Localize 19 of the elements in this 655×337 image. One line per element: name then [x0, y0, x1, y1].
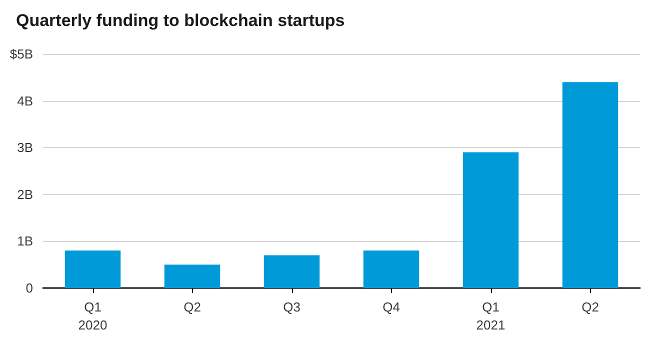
x-tick-label: Q4 — [382, 300, 400, 314]
bar — [562, 82, 618, 288]
x-tick-label: Q2 — [582, 300, 599, 314]
bar — [462, 152, 519, 288]
y-tick-label: 2B — [17, 186, 33, 202]
bar — [264, 255, 320, 288]
bar — [164, 264, 220, 288]
bar — [363, 250, 420, 288]
y-tick-label: 4B — [17, 93, 33, 108]
x-tick-label: Q2 — [184, 300, 201, 314]
x-tick-label: Q1 2020 — [78, 300, 108, 332]
y-tick-label: $5B — [10, 46, 33, 62]
x-tick-label: Q3 — [283, 300, 300, 314]
y-tick-label: 1B — [17, 234, 33, 249]
chart-title: Quarterly funding to blockchain startups — [16, 11, 345, 30]
bar — [64, 250, 121, 288]
x-tick-label: Q1 2021 — [476, 300, 506, 332]
y-tick-label: 0 — [26, 280, 33, 296]
y-tick-label: 3B — [17, 140, 33, 156]
